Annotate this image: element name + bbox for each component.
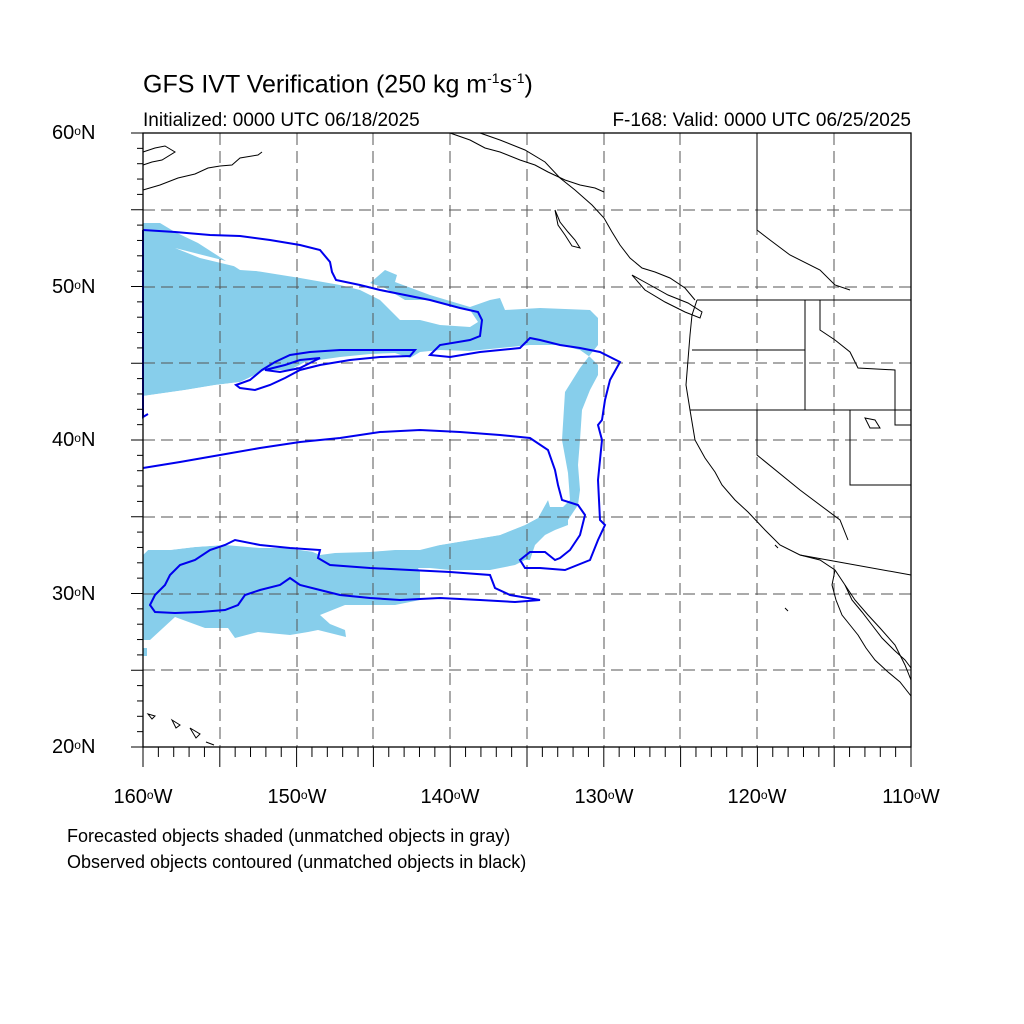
coastlines [142,132,912,746]
alaska-coast [142,132,605,193]
observed-object-north [142,229,622,572]
forecast-object-speck [143,648,147,656]
small-islands [774,417,881,612]
footnote-observed: Observed objects contoured (unmatched ob… [67,852,527,872]
observed-object-south [148,538,541,615]
lon-label-150w: 150oW [267,786,327,808]
lon-label-130w: 130oW [574,786,634,808]
observed-object-filament-2 [264,357,321,374]
bc-coast [479,132,696,301]
chart-title: GFS IVT Verification (250 kg m-1s-1) [143,70,533,99]
lon-label-160w: 160oW [113,786,173,808]
forecast-objects [143,223,598,656]
axis-ticks [131,132,912,767]
gulf-california [844,584,912,669]
haida-gwaii [554,209,582,249]
lon-label-120w: 120oW [727,786,787,808]
lat-label-60n: 60oN [52,122,96,144]
init-time-label: Initialized: 0000 UTC 06/18/2025 [143,110,420,131]
lon-label-110w: 110oW [882,786,940,808]
valid-time-label: F-168: Valid: 0000 UTC 06/25/2025 [612,110,911,131]
forecast-object-gap [143,372,530,450]
hawaii-islands [146,713,215,746]
footnote-forecast: Forecasted objects shaded (unmatched obj… [67,826,511,846]
lat-label-50n: 50oN [52,276,96,298]
baja-coast [831,569,912,697]
forecast-object-north [143,223,598,640]
lat-label-40n: 40oN [52,429,96,451]
canada-us-border-east [756,133,851,291]
lon-label-140w: 140oW [420,786,480,808]
us-west-coast [685,299,912,681]
observed-objects [142,229,622,615]
graticule [143,133,911,747]
forecast-object-north-hole [175,248,478,327]
observed-object-filament [233,349,418,392]
lat-label-30n: 30oN [52,583,96,605]
forecast-object-mid-gap [143,432,548,555]
state-borders [690,300,912,576]
vancouver-island [631,274,703,319]
lat-label-20n: 20oN [52,736,96,758]
